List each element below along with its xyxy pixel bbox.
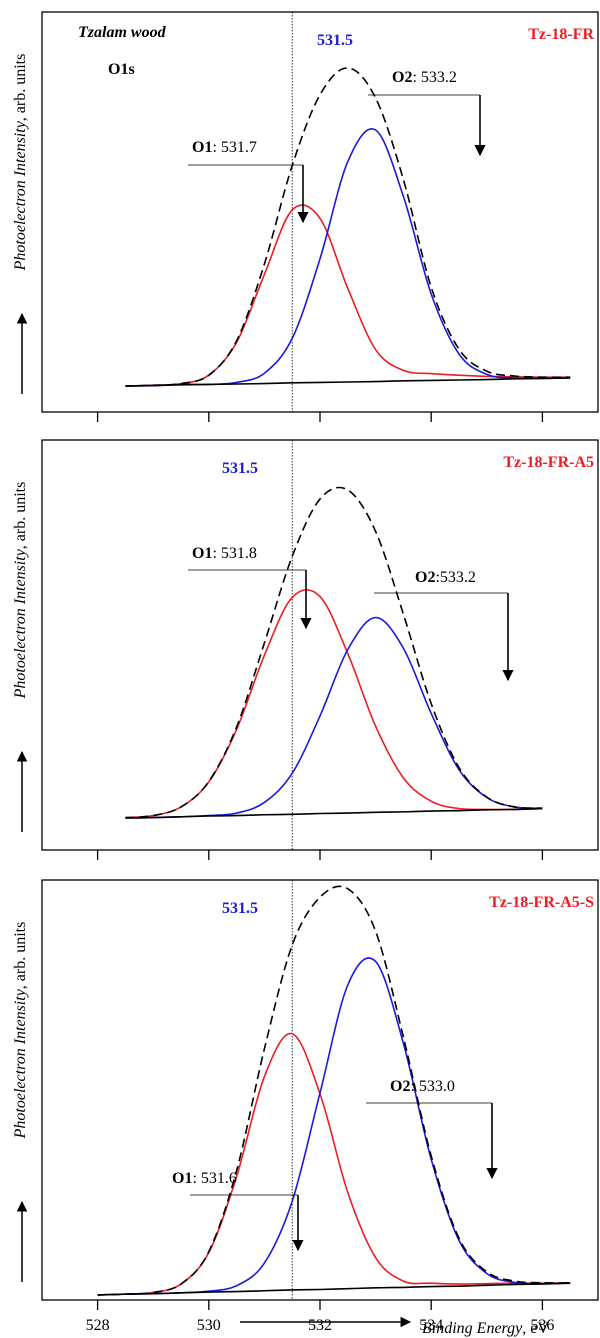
- spectrum-curve: [97, 1032, 571, 1296]
- y-axis-label-main: Photoelectron Intensity: [12, 120, 29, 271]
- peak-name: O1: [172, 1170, 192, 1187]
- y-axis-label-unit: , arb. units: [12, 482, 29, 550]
- x-tick-label: 528: [86, 1317, 110, 1334]
- spectrum-curve: [125, 128, 571, 387]
- sample-title: Tz-18-FR: [528, 26, 594, 43]
- peak-energy: : 531.7: [212, 139, 256, 156]
- x-tick-label: 534: [419, 1317, 443, 1334]
- spectrum-curve: [97, 957, 571, 1296]
- sample-title: Tz-18-FR-A5-S: [489, 894, 594, 911]
- peak-energy: : 531.6: [192, 1170, 236, 1187]
- spectrum-curve: [125, 377, 571, 387]
- spectrum-curve: [125, 204, 571, 387]
- peak-label: O2:533.2: [415, 569, 476, 586]
- subtitle: Tzalam wood: [78, 24, 167, 41]
- spectrum-curve: [125, 486, 543, 819]
- y-axis-label-main: Photoelectron Intensity: [12, 988, 29, 1139]
- peak-label: O1: 531.8: [192, 545, 257, 562]
- x-axis-label-unit: , eV: [522, 1320, 549, 1337]
- y-axis-label-unit: , arb. units: [12, 54, 29, 122]
- spectrum-label: O1s: [108, 61, 135, 78]
- x-axis-label: Binding Energy, eV: [422, 1320, 549, 1337]
- peak-name: O2: [392, 69, 412, 86]
- plot-frame: [41, 439, 599, 851]
- peak-name: O2: [390, 1078, 410, 1095]
- spectrum-curve: [125, 807, 543, 819]
- peak-label: O1: 531.7: [192, 139, 257, 156]
- peak-energy: : 533.2: [412, 69, 456, 86]
- reference-label: 531.5: [222, 900, 258, 917]
- peak-energy: : 531.8: [212, 545, 256, 562]
- spectrum-curve: [97, 1282, 571, 1296]
- peak-label: O2: 533.2: [392, 69, 457, 86]
- peak-name: O1: [192, 139, 212, 156]
- peak-label: O1: 531.6: [172, 1170, 237, 1187]
- spectrum-curve: [125, 616, 543, 819]
- peak-label: O2: 533.0: [390, 1078, 455, 1095]
- reference-label: 531.5: [222, 460, 258, 477]
- peak-energy: :533.2: [435, 569, 475, 586]
- spectrum-curve: [125, 67, 571, 387]
- y-axis-label-main: Photoelectron Intensity: [12, 548, 29, 699]
- y-axis-label: Photoelectron Intensity, arb. units: [12, 922, 29, 1140]
- spectrum-curve: [97, 885, 571, 1296]
- x-tick-label: 530: [197, 1317, 221, 1334]
- y-axis-label: Photoelectron Intensity, arb. units: [12, 54, 29, 272]
- peak-name: O2: [415, 569, 435, 586]
- spectrum-curve: [125, 589, 543, 819]
- peak-name: O1: [192, 545, 212, 562]
- reference-label: 531.5: [317, 32, 353, 49]
- x-axis-label-main: Binding Energy: [422, 1320, 523, 1337]
- x-tick-label: 536: [530, 1317, 554, 1334]
- x-tick-label: 532: [308, 1317, 332, 1334]
- y-axis-label-unit: , arb. units: [12, 922, 29, 990]
- sample-title: Tz-18-FR-A5: [503, 454, 594, 471]
- peak-energy: : 533.0: [410, 1078, 454, 1095]
- y-axis-label: Photoelectron Intensity, arb. units: [12, 482, 29, 700]
